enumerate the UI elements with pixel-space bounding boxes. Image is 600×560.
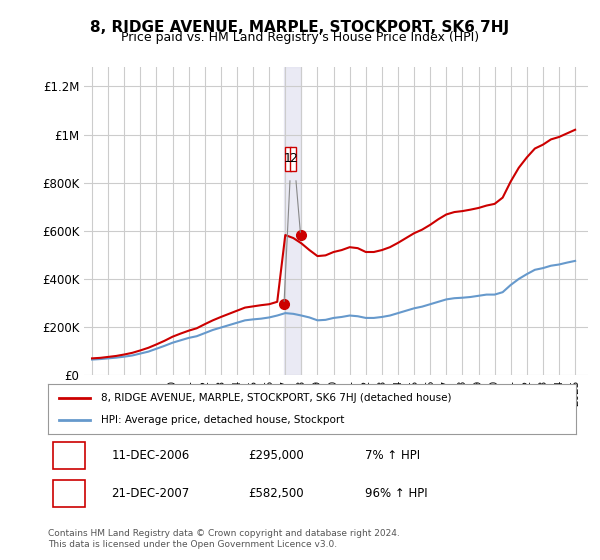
Text: 1: 1	[284, 152, 292, 165]
FancyBboxPatch shape	[53, 480, 85, 507]
Text: Price paid vs. HM Land Registry's House Price Index (HPI): Price paid vs. HM Land Registry's House …	[121, 31, 479, 44]
Text: 1: 1	[65, 449, 73, 462]
FancyBboxPatch shape	[53, 442, 85, 469]
Text: 2: 2	[289, 152, 297, 165]
Text: Contains HM Land Registry data © Crown copyright and database right 2024.
This d: Contains HM Land Registry data © Crown c…	[48, 529, 400, 549]
Text: £295,000: £295,000	[248, 449, 304, 462]
FancyBboxPatch shape	[290, 147, 296, 171]
Text: £582,500: £582,500	[248, 487, 304, 500]
FancyBboxPatch shape	[285, 147, 290, 171]
Text: 21-DEC-2007: 21-DEC-2007	[112, 487, 190, 500]
Text: HPI: Average price, detached house, Stockport: HPI: Average price, detached house, Stoc…	[101, 415, 344, 425]
Text: 8, RIDGE AVENUE, MARPLE, STOCKPORT, SK6 7HJ: 8, RIDGE AVENUE, MARPLE, STOCKPORT, SK6 …	[91, 20, 509, 35]
Text: 2: 2	[65, 487, 73, 500]
Text: 96% ↑ HPI: 96% ↑ HPI	[365, 487, 427, 500]
Text: 7% ↑ HPI: 7% ↑ HPI	[365, 449, 420, 462]
Bar	[284, 67, 301, 375]
Text: 8, RIDGE AVENUE, MARPLE, STOCKPORT, SK6 7HJ (detached house): 8, RIDGE AVENUE, MARPLE, STOCKPORT, SK6 …	[101, 393, 451, 403]
Text: 11-DEC-2006: 11-DEC-2006	[112, 449, 190, 462]
